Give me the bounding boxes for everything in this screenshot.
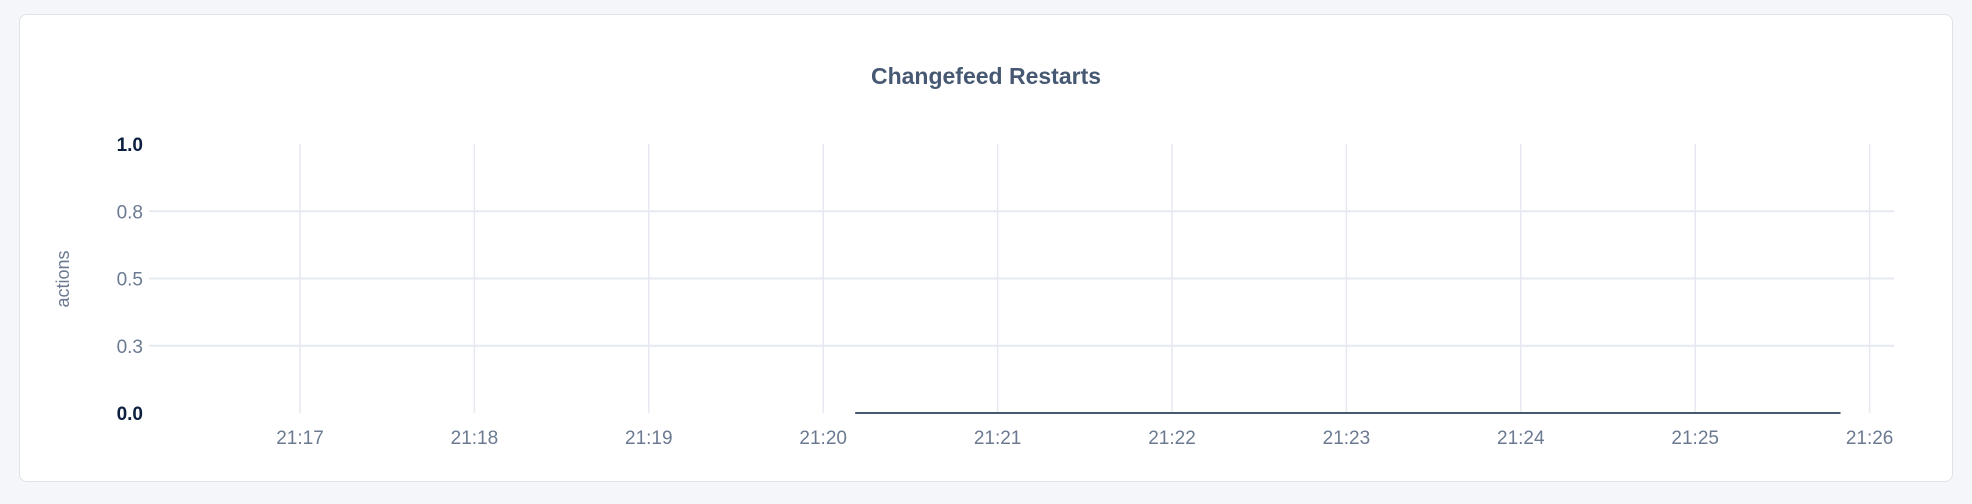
y-tick-label: 1.0 bbox=[117, 135, 143, 156]
x-tick-label: 21:17 bbox=[276, 428, 324, 449]
x-tick-label: 21:25 bbox=[1671, 428, 1719, 449]
x-tick-label: 21:26 bbox=[1846, 428, 1894, 449]
y-tick-label: 0.8 bbox=[117, 202, 143, 223]
y-tick-label: 0.3 bbox=[117, 337, 143, 358]
y-tick-label: 0.0 bbox=[117, 404, 143, 425]
chart-title: Changefeed Restarts bbox=[870, 63, 1102, 89]
x-tick-label: 21:23 bbox=[1323, 428, 1371, 449]
x-tick-label: 21:18 bbox=[451, 428, 499, 449]
x-tick-label: 21:20 bbox=[799, 428, 847, 449]
x-tick-label: 21:21 bbox=[974, 428, 1022, 449]
x-tick-label: 21:22 bbox=[1148, 428, 1196, 449]
x-tick-label: 21:19 bbox=[625, 428, 673, 449]
y-tick-label: 0.5 bbox=[117, 270, 143, 291]
chart-card: Changefeed Restarts bbox=[19, 14, 1953, 482]
y-axis-label: actions bbox=[53, 250, 73, 307]
x-tick-label: 21:24 bbox=[1497, 428, 1545, 449]
